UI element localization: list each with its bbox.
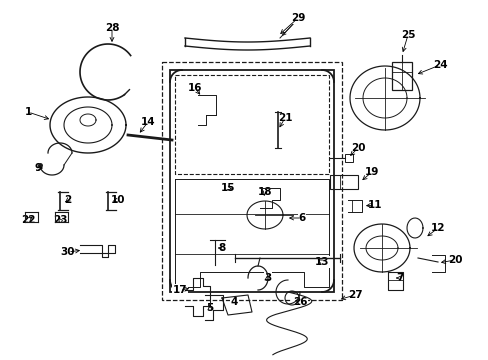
Text: 17: 17	[172, 285, 187, 295]
Text: 16: 16	[187, 83, 202, 93]
Text: 2: 2	[64, 195, 71, 205]
Text: 13: 13	[314, 257, 328, 267]
Text: 26: 26	[292, 297, 306, 307]
Text: 5: 5	[206, 303, 213, 313]
Bar	[162, 62, 341, 300]
Text: 19: 19	[364, 167, 378, 177]
Bar	[175, 75, 328, 174]
Text: 6: 6	[298, 213, 305, 223]
Text: 28: 28	[104, 23, 119, 33]
Bar	[170, 70, 333, 292]
Text: 18: 18	[257, 187, 272, 197]
Text: 9: 9	[34, 163, 41, 173]
Text: 22: 22	[20, 215, 35, 225]
Text: 30: 30	[61, 247, 75, 257]
Text: 20: 20	[447, 255, 461, 265]
Text: 1: 1	[24, 107, 32, 117]
Text: 24: 24	[432, 60, 447, 70]
Text: 21: 21	[277, 113, 292, 123]
Text: 23: 23	[53, 215, 67, 225]
Text: 29: 29	[290, 13, 305, 23]
Text: 7: 7	[395, 273, 403, 283]
Bar	[391, 62, 411, 90]
Text: 11: 11	[367, 200, 382, 210]
Text: 15: 15	[220, 183, 235, 193]
Text: 14: 14	[141, 117, 155, 127]
Text: 12: 12	[430, 223, 445, 233]
Text: 27: 27	[347, 290, 362, 300]
Text: 10: 10	[110, 195, 125, 205]
Text: 4: 4	[230, 297, 237, 307]
Text: 20: 20	[350, 143, 365, 153]
Bar	[329, 175, 357, 189]
Bar	[345, 154, 352, 162]
Text: 3: 3	[264, 273, 271, 283]
Text: 8: 8	[218, 243, 225, 253]
Text: 25: 25	[400, 30, 414, 40]
